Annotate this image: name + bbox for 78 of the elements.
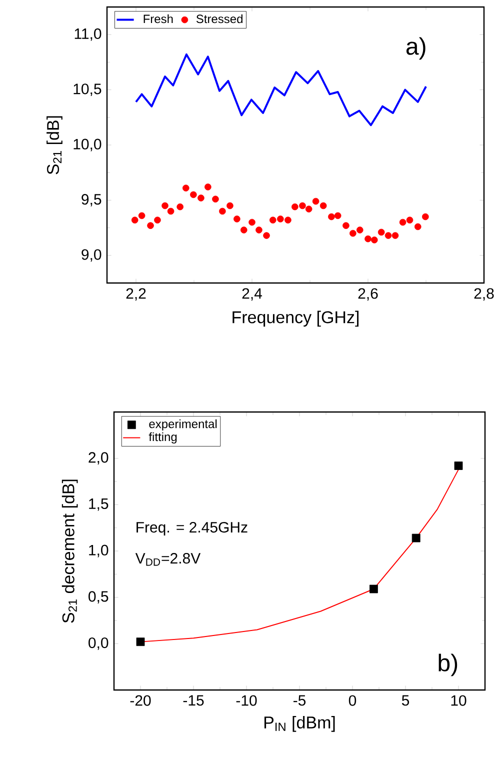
x-tick-label: 10 [451,695,466,706]
point [342,222,350,229]
legend-label: experimental [149,419,217,431]
point [364,235,372,242]
point [277,216,284,222]
point [370,584,378,594]
point [370,236,378,244]
point [292,203,298,210]
legend-label: Fresh [144,14,173,24]
y-tick-label: 0,0 [88,637,108,650]
point [399,218,406,226]
point [182,184,190,192]
x-tick-label: 5 [402,695,410,706]
point [406,216,414,224]
point [350,230,356,237]
x-tick-label: -5 [293,695,306,706]
point [176,203,184,210]
point [384,232,392,239]
point [269,216,276,224]
point [147,222,154,229]
point [162,202,168,210]
annotation: V$_{DD}$=2.8V [135,552,201,566]
y-tick-label: 0,5 [88,591,108,604]
annotation: a) [406,37,426,60]
point [284,216,292,224]
point [240,226,248,234]
point [212,196,219,202]
x-tick-label: 0 [348,695,356,706]
legend-label: Stressed [196,14,242,24]
y-axis-title: S$_{21}$ decrement [dB] [62,480,78,623]
point [248,218,256,226]
point [256,226,262,234]
x-tick-label: -20 [130,695,151,706]
x-tick-label: 2,4 [242,288,262,301]
point [320,202,327,210]
x-tick-label: -10 [236,695,257,706]
point [154,216,161,224]
x-axis-title: P$_{IN}$ [dBm] [264,716,335,732]
point [190,191,197,198]
point [226,202,234,210]
point [136,638,145,646]
point [234,216,240,222]
y-tick-label: 2,0 [88,452,108,465]
point [334,212,342,220]
point [328,213,335,220]
legend-label: fitting [148,432,177,444]
y-axis-title: S$_{21}$ [dB] [46,116,62,174]
point [198,194,204,202]
point [263,232,270,239]
x-axis-title: Frequency [GHz] [232,310,359,327]
annotation: Freq. = 2.45GHz [136,522,248,536]
point [204,184,212,190]
y-tick-label: 11,0 [74,28,102,41]
y-tick-label: 9,5 [82,194,102,206]
point [131,216,138,224]
point [312,198,320,205]
point [138,212,146,220]
point [454,462,463,470]
y-tick-label: 10,0 [74,138,102,152]
point [305,206,312,212]
x-tick-label: -15 [183,695,204,706]
y-tick-label: 10,5 [74,84,102,96]
point [392,232,399,239]
x-tick-label: 2,8 [474,288,494,301]
annotation: b) [438,654,458,676]
point [299,202,306,210]
point [167,208,174,215]
y-tick-label: 1,0 [89,544,108,558]
point [422,213,429,220]
x-tick-label: 2,6 [358,288,378,301]
point [219,208,226,215]
point [414,223,422,230]
point [356,226,364,234]
x-tick-label: 2,2 [126,288,146,301]
y-tick-label: 9,0 [82,249,102,262]
y-tick-label: 1,5 [89,498,108,511]
point [378,228,385,236]
point [412,534,420,542]
